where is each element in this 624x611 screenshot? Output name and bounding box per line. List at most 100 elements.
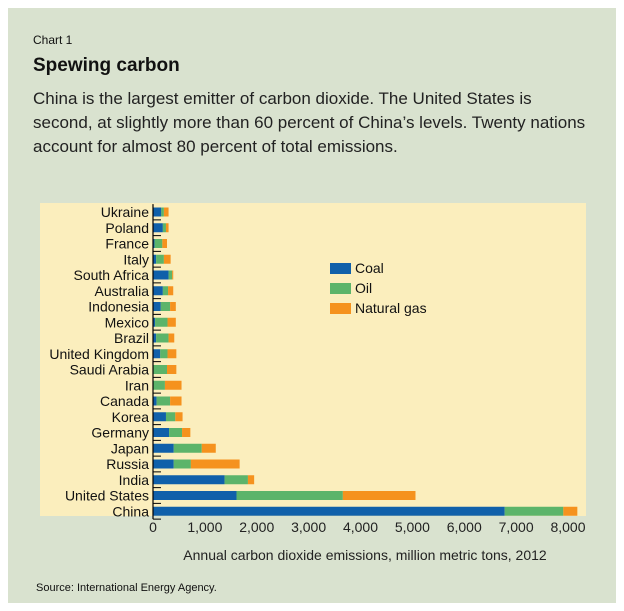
bar-natural-gas: [201, 443, 216, 453]
bar-natural-gas: [162, 239, 168, 248]
legend-swatch-coal: [330, 263, 351, 274]
bar-coal: [153, 349, 161, 359]
category-label: United States: [65, 488, 149, 504]
bar-oil: [165, 412, 176, 422]
bar-coal: [153, 428, 170, 437]
bar-natural-gas: [190, 459, 240, 469]
chart-kicker: Chart 1: [33, 33, 73, 47]
bar-oil: [153, 365, 168, 374]
bar-oil: [169, 428, 183, 437]
category-label: India: [119, 472, 150, 488]
bar-coal: [153, 207, 162, 217]
bar-coal: [153, 270, 169, 280]
x-tick-label: 5,000: [395, 519, 430, 535]
bar-natural-gas: [164, 380, 182, 390]
bar-natural-gas: [172, 270, 174, 280]
bar-natural-gas: [175, 412, 183, 422]
bar-natural-gas: [167, 365, 177, 374]
bar-oil: [161, 207, 164, 217]
bar-oil: [168, 270, 173, 280]
bar-oil: [173, 443, 202, 453]
bar-coal: [153, 302, 161, 311]
bar-coal: [153, 223, 163, 233]
bar-oil: [160, 349, 168, 359]
bar-natural-gas: [163, 207, 169, 217]
bar-coal: [153, 239, 155, 248]
bar-coal: [153, 333, 157, 343]
plot-background: [40, 203, 586, 516]
category-label: South Africa: [74, 267, 150, 283]
category-label: Mexico: [105, 314, 150, 330]
bar-coal: [153, 459, 174, 469]
bar-natural-gas: [167, 349, 177, 359]
bar-natural-gas: [168, 286, 174, 296]
bar-natural-gas: [163, 254, 171, 264]
category-label: Poland: [105, 220, 149, 236]
x-tick-label: 0: [149, 519, 157, 535]
x-tick-label: 6,000: [447, 519, 482, 535]
bar-oil: [155, 317, 168, 327]
bar-oil: [224, 475, 248, 485]
bar-coal: [153, 396, 157, 406]
chart-title: Spewing carbon: [33, 55, 180, 76]
category-label: Australia: [95, 283, 150, 299]
bar-oil: [236, 491, 343, 500]
bar-natural-gas: [342, 491, 416, 500]
bar-natural-gas: [165, 223, 169, 233]
legend-swatch-oil: [330, 283, 351, 294]
category-label: China: [112, 503, 149, 519]
category-label: Germany: [91, 425, 149, 441]
legend-label: Natural gas: [355, 300, 427, 316]
category-label: Canada: [100, 393, 149, 409]
category-label: Indonesia: [88, 299, 149, 315]
bar-oil: [156, 254, 164, 264]
category-label: Iran: [125, 377, 149, 393]
bar-coal: [153, 412, 166, 422]
category-label: Ukraine: [101, 204, 149, 220]
chart-subtitle: China is the largest emitter of carbon d…: [33, 89, 586, 156]
category-label: Korea: [112, 409, 150, 425]
bar-natural-gas: [170, 396, 182, 406]
x-tick-label: 8,000: [550, 519, 585, 535]
category-label: Russia: [106, 456, 149, 472]
category-label: Brazil: [114, 330, 149, 346]
legend-swatch-natural-gas: [330, 303, 351, 314]
x-tick-label: 1,000: [187, 519, 222, 535]
legend-label: Coal: [355, 260, 384, 276]
category-label: France: [105, 236, 149, 252]
x-tick-label: 2,000: [239, 519, 274, 535]
bar-natural-gas: [168, 333, 175, 343]
bar-oil: [162, 286, 169, 296]
x-axis-label: Annual carbon dioxide emissions, million…: [183, 547, 547, 563]
x-tick-label: 3,000: [291, 519, 326, 535]
bar-oil: [154, 239, 163, 248]
category-label: United Kingdom: [49, 346, 149, 362]
bar-coal: [153, 286, 163, 296]
legend-label: Oil: [355, 280, 372, 296]
category-label: Saudi Arabia: [70, 362, 150, 378]
bar-oil: [156, 333, 169, 343]
bar-natural-gas: [563, 506, 578, 516]
bar-natural-gas: [170, 302, 176, 311]
bar-oil: [173, 459, 191, 469]
bar-natural-gas: [167, 317, 176, 327]
bar-oil: [153, 380, 165, 390]
category-label: Italy: [123, 251, 149, 267]
bar-coal: [153, 491, 237, 500]
bar-oil: [504, 506, 564, 516]
x-tick-label: 7,000: [499, 519, 534, 535]
bar-oil: [160, 302, 171, 311]
source-note: Source: International Energy Agency.: [36, 582, 217, 594]
bar-coal: [153, 317, 156, 327]
bar-natural-gas: [247, 475, 255, 485]
bar-oil: [156, 396, 171, 406]
x-tick-label: 4,000: [343, 519, 378, 535]
bar-natural-gas: [182, 428, 191, 437]
bar-coal: [153, 475, 225, 485]
bar-coal: [153, 443, 174, 453]
bar-coal: [153, 254, 157, 264]
bar-coal: [153, 506, 505, 516]
bar-oil: [162, 223, 166, 233]
category-label: Japan: [111, 440, 149, 456]
